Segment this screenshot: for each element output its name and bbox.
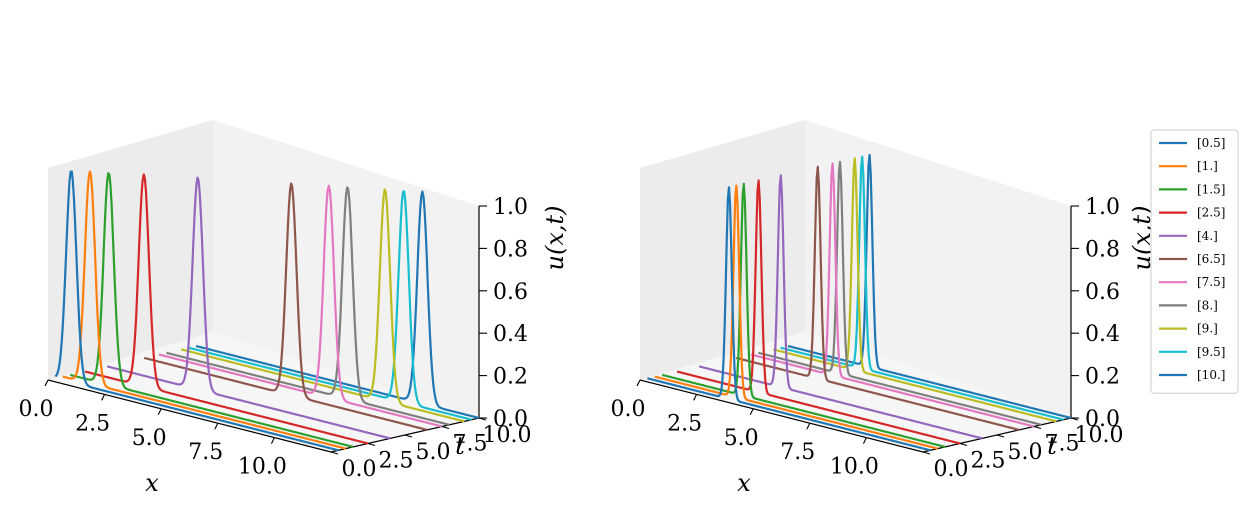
series-line-9 [772, 157, 1057, 423]
legend-label: [10.] [1197, 368, 1225, 382]
x-tick-mark [101, 394, 106, 401]
legend-label: [4.] [1197, 229, 1218, 243]
left-3d-plot: 0.02.55.07.510.0 0.0 2.5 5.0 7.510.00.00.20.… [19, 120, 569, 497]
z-tick-label: 0.2 [493, 365, 528, 390]
x-tick-mark [270, 437, 275, 444]
series-line-95 [188, 190, 472, 421]
series-line-8 [758, 160, 1042, 426]
series-line-4 [106, 176, 391, 440]
series-line-75 [158, 184, 443, 428]
x-tick-mark [749, 408, 754, 416]
series-line-05 [54, 170, 339, 452]
z-tick-label: 0.4 [493, 322, 528, 347]
legend-label: [1.] [1197, 159, 1218, 173]
t-tick-mark [441, 425, 450, 430]
legend-label: [6.5] [1197, 252, 1225, 266]
series-line-9 [180, 188, 465, 423]
t-axis-title: t [1047, 432, 1057, 460]
t-tick-label: 7.5 [1045, 432, 1080, 457]
legend: [0.5] [1.] [1.5] [2.5] [4.] [6.5] [7.5] [8.] [9.… [1150, 129, 1239, 394]
x-tick-label: 2.5 [667, 411, 702, 436]
z-tick-label: 0.4 [1085, 322, 1120, 347]
z-tick-label: 0.0 [493, 407, 528, 432]
t-tick-label: 7.5 [453, 432, 488, 457]
series-line-10 [787, 153, 1072, 420]
t-tick-label: 5.0 [1008, 440, 1043, 465]
z-tick-label: 0.6 [493, 280, 528, 305]
x-tick-mark [806, 422, 811, 430]
x-tick-label: 10.0 [238, 455, 287, 480]
t-tick-label: 10.0 [483, 423, 532, 448]
floor-pane [48, 332, 479, 452]
t-tick-mark [404, 434, 413, 438]
z-tick-label: 0.8 [1085, 237, 1120, 262]
x-tick-label: 5.0 [724, 426, 759, 451]
t-tick-label: 5.0 [416, 440, 451, 465]
t-tick-label: 2.5 [379, 449, 414, 474]
series-line-75 [750, 162, 1035, 428]
left-wall-pane [640, 120, 805, 380]
t-tick-label: 0.0 [342, 457, 377, 482]
legend-label: [7.5] [1197, 275, 1225, 289]
x-tick-label: 2.5 [75, 411, 110, 436]
series-line-65 [735, 165, 1020, 431]
t-tick-mark [1033, 425, 1042, 430]
series-line-25 [84, 173, 369, 445]
t-tick-mark [922, 451, 931, 455]
series-line-1 [62, 170, 347, 450]
x-tick-mark [693, 394, 698, 401]
left-wall-pane [48, 120, 213, 380]
legend-frame [1150, 129, 1239, 394]
legend-label: [9.] [1197, 322, 1218, 336]
x-axis-title: x [737, 469, 751, 497]
series-line-8 [166, 186, 450, 426]
x-tick-mark [636, 379, 641, 387]
x-tick-label: 5.0 [132, 426, 167, 451]
legend-label: [9.5] [1197, 345, 1225, 359]
t-tick-mark [330, 451, 339, 455]
z-axis-title: u(x,t) [541, 206, 569, 271]
t-tick-mark [367, 442, 376, 447]
z-tick-label: 0.6 [1085, 280, 1120, 305]
x-axis-title: x [145, 469, 159, 497]
z-tick-label: 0.0 [1085, 407, 1120, 432]
series-line-1 [654, 184, 939, 450]
x-tick-mark [157, 408, 162, 416]
z-tick-label: 0.8 [493, 237, 528, 262]
series-line-95 [780, 155, 1064, 421]
t-tick-mark [959, 442, 968, 447]
legend-label: [8.] [1197, 298, 1218, 312]
t-tick-label: 0.0 [934, 457, 969, 482]
floor-pane [640, 332, 1071, 452]
t-tick-label: 2.5 [971, 449, 1006, 474]
series-line-15 [69, 172, 354, 448]
z-tick-label: 0.2 [1085, 365, 1120, 390]
x-tick-mark [44, 379, 49, 387]
z-tick-label: 1.0 [493, 195, 528, 220]
right-3d-plot: 0.02.55.07.510.0 0.0 2.5 5.0 7.510.00.00.20.… [611, 120, 1156, 497]
x-tick-label: 10.0 [830, 455, 879, 480]
series-line-65 [143, 182, 428, 431]
legend-label: [1.5] [1197, 182, 1225, 196]
x-tick-mark [862, 437, 867, 444]
x-tick-label: 7.5 [780, 440, 815, 465]
z-tick-label: 1.0 [1085, 195, 1120, 220]
x-axis-line [639, 379, 924, 453]
t-tick-mark [996, 434, 1005, 438]
legend-label: [0.5] [1197, 136, 1225, 150]
series-line-4 [698, 174, 983, 440]
series-line-15 [661, 182, 946, 448]
x-tick-label: 0.0 [611, 397, 646, 422]
x-tick-label: 7.5 [188, 440, 223, 465]
x-tick-label: 0.0 [19, 397, 54, 422]
t-axis-title: t [455, 432, 465, 460]
t-tick-label: 10.0 [1075, 423, 1124, 448]
x-tick-mark [214, 422, 219, 430]
legend-label: [2.5] [1197, 206, 1225, 220]
x-axis-line [47, 379, 332, 453]
series-line-05 [647, 186, 931, 452]
series-line-25 [676, 179, 961, 445]
series-line-10 [195, 190, 480, 420]
